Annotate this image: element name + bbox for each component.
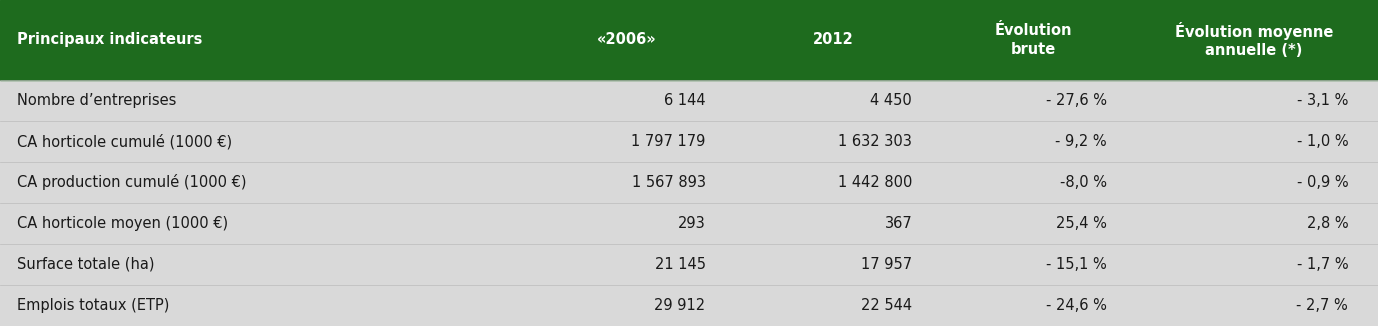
Text: 4 450: 4 450 <box>871 93 912 108</box>
Text: 1 632 303: 1 632 303 <box>838 134 912 149</box>
Text: 25,4 %: 25,4 % <box>1056 216 1107 231</box>
Text: - 3,1 %: - 3,1 % <box>1297 93 1348 108</box>
Text: 367: 367 <box>885 216 912 231</box>
Text: CA horticole cumulé (1000 €): CA horticole cumulé (1000 €) <box>17 134 232 149</box>
Text: Nombre d’entreprises: Nombre d’entreprises <box>17 93 176 108</box>
Bar <box>0 285 1378 326</box>
Bar <box>0 162 1378 203</box>
Text: - 1,7 %: - 1,7 % <box>1297 257 1348 272</box>
Text: 29 912: 29 912 <box>655 298 706 313</box>
Text: - 9,2 %: - 9,2 % <box>1056 134 1107 149</box>
Text: 6 144: 6 144 <box>664 93 706 108</box>
Bar <box>0 244 1378 285</box>
Text: - 24,6 %: - 24,6 % <box>1046 298 1107 313</box>
Bar <box>0 0 1378 80</box>
Text: CA horticole moyen (1000 €): CA horticole moyen (1000 €) <box>17 216 227 231</box>
Text: - 15,1 %: - 15,1 % <box>1046 257 1107 272</box>
Text: 2,8 %: 2,8 % <box>1306 216 1348 231</box>
Text: Évolution moyenne
annuelle (*): Évolution moyenne annuelle (*) <box>1175 22 1333 58</box>
Text: 22 544: 22 544 <box>861 298 912 313</box>
Text: 21 145: 21 145 <box>655 257 706 272</box>
Text: 17 957: 17 957 <box>861 257 912 272</box>
Text: - 2,7 %: - 2,7 % <box>1297 298 1348 313</box>
Bar <box>0 80 1378 121</box>
Text: «2006»: «2006» <box>597 32 657 48</box>
Text: 1 442 800: 1 442 800 <box>838 175 912 190</box>
Text: 2012: 2012 <box>813 32 854 48</box>
Text: Emplois totaux (ETP): Emplois totaux (ETP) <box>17 298 169 313</box>
Text: Surface totale (ha): Surface totale (ha) <box>17 257 154 272</box>
Text: 1 567 893: 1 567 893 <box>631 175 706 190</box>
Text: -8,0 %: -8,0 % <box>1060 175 1107 190</box>
Text: - 27,6 %: - 27,6 % <box>1046 93 1107 108</box>
Bar <box>0 121 1378 162</box>
Text: CA production cumulé (1000 €): CA production cumulé (1000 €) <box>17 174 247 190</box>
Text: Évolution
brute: Évolution brute <box>995 23 1072 57</box>
Text: - 1,0 %: - 1,0 % <box>1297 134 1348 149</box>
Text: 293: 293 <box>678 216 706 231</box>
Bar <box>0 203 1378 244</box>
Text: Principaux indicateurs: Principaux indicateurs <box>17 32 203 48</box>
Text: - 0,9 %: - 0,9 % <box>1297 175 1348 190</box>
Text: 1 797 179: 1 797 179 <box>631 134 706 149</box>
